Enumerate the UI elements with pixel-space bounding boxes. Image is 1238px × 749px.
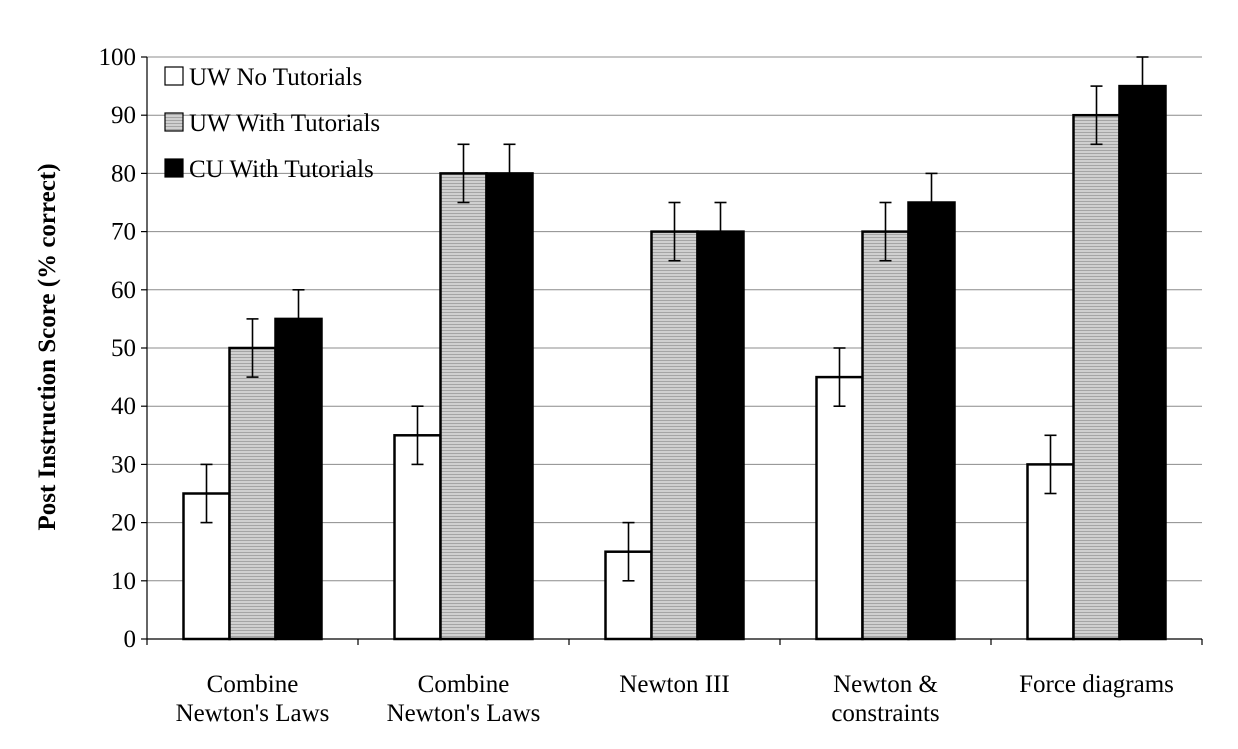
bar-cu-with-tutorials — [485, 172, 534, 641]
legend: UW No Tutorials UW With Tutorials CU With … — [164, 64, 380, 183]
legend-swatch — [164, 66, 184, 86]
y-tick-label: 100 — [99, 44, 137, 71]
x-tick-label: Newton's Laws — [387, 700, 541, 727]
y-tick-label: 90 — [111, 102, 136, 129]
bar-cu-with-tutorials — [907, 201, 956, 641]
legend-swatch — [164, 158, 184, 178]
bar-uw-with-tutorials — [439, 172, 488, 641]
error-bars — [200, 56, 1149, 582]
legend-label: UW No Tutorials — [189, 64, 362, 91]
legend-swatch — [164, 112, 184, 132]
y-tick-label: 20 — [111, 510, 136, 537]
y-tick-label: 70 — [111, 219, 136, 246]
legend-label: CU With Tutorials — [189, 156, 374, 183]
bar-uw-with-tutorials — [1072, 113, 1121, 641]
x-tick-label: constraints — [831, 700, 939, 727]
bar-uw-with-tutorials — [228, 346, 277, 641]
x-tick-label: Combine — [418, 671, 510, 698]
y-tick-label: 50 — [111, 335, 136, 362]
legend-label: UW With Tutorials — [189, 110, 380, 137]
x-tick-label: Newton III — [619, 671, 729, 698]
y-tick-label: 30 — [111, 451, 136, 478]
y-tick-label: 80 — [111, 160, 136, 187]
bar-uw-no-tutorials — [393, 434, 442, 641]
bar-uw-with-tutorials — [650, 230, 699, 641]
bar-cu-with-tutorials — [696, 230, 745, 641]
bar-cu-with-tutorials — [274, 317, 323, 641]
bar-uw-with-tutorials — [861, 230, 910, 641]
axes — [141, 56, 1203, 645]
y-tick-label: 60 — [111, 277, 136, 304]
y-tick-label: 40 — [111, 393, 136, 420]
y-axis-title: Post Instruction Score (% correct) — [34, 163, 61, 530]
x-tick-label: Combine — [207, 671, 299, 698]
y-tick-label: 10 — [111, 568, 136, 595]
x-tick-label: Force diagrams — [1019, 671, 1174, 698]
y-tick-label: 0 — [124, 626, 137, 653]
bar-cu-with-tutorials — [1118, 84, 1167, 641]
bar-uw-no-tutorials — [815, 375, 864, 641]
x-tick-label: Newton's Laws — [176, 700, 330, 727]
x-tick-label: Newton & — [833, 671, 938, 698]
